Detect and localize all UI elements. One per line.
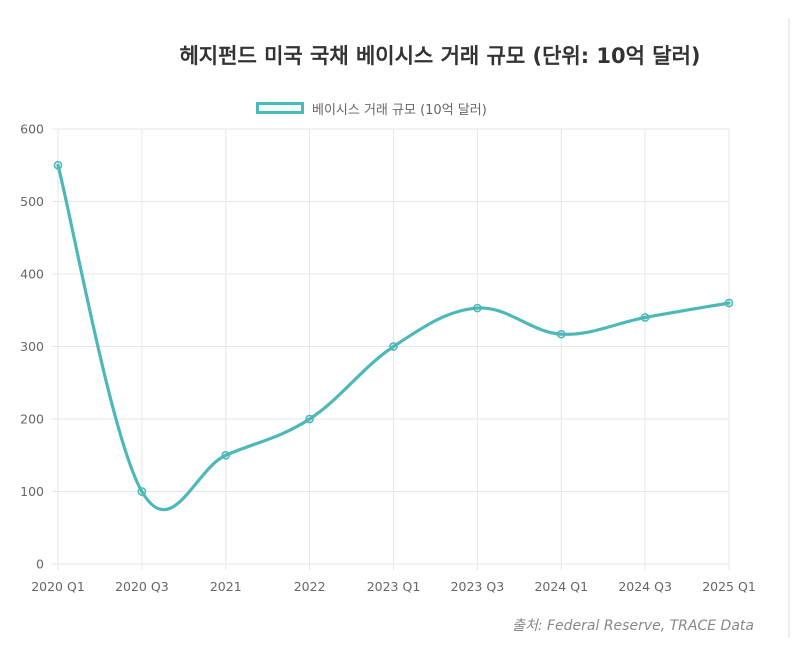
y-axis-ticks: 0 100 200 300 400 500 600 — [20, 122, 44, 572]
chart-title: 헤지펀드 미국 국채 베이시스 거래 규모 (단위: 10억 달러) — [179, 44, 701, 68]
source-note: 출처: Federal Reserve, TRACE Data — [512, 618, 754, 634]
x-tick-label: 2024 Q1 — [534, 579, 588, 594]
legend-swatch[interactable] — [256, 102, 304, 114]
y-tick-label: 600 — [20, 122, 44, 137]
x-tick-label: 2024 Q3 — [618, 579, 672, 594]
data-point[interactable] — [473, 303, 482, 313]
legend[interactable]: 베이시스 거래 규모 (10억 달러) — [256, 96, 487, 120]
series-layer — [53, 160, 734, 512]
y-tick-label: 100 — [20, 484, 44, 499]
data-point[interactable] — [137, 487, 147, 496]
series-line — [56, 163, 731, 512]
legend-label[interactable]: 베이시스 거래 규모 (10억 달러) — [312, 102, 487, 118]
data-point[interactable] — [305, 414, 314, 424]
x-tick-label: 2023 Q1 — [367, 579, 421, 594]
data-point[interactable] — [724, 298, 734, 308]
x-tick-label: 2023 Q3 — [451, 579, 505, 594]
y-tick-label: 200 — [20, 412, 44, 427]
y-tick-label: 400 — [20, 267, 44, 282]
x-tick-label: 2025 Q1 — [702, 579, 756, 594]
x-tick-label: 2021 — [210, 579, 242, 594]
data-point[interactable] — [389, 342, 398, 351]
y-tick-label: 0 — [36, 557, 44, 572]
data-point[interactable] — [640, 313, 650, 322]
chart-card: 헤지펀드 미국 국채 베이시스 거래 규모 (단위: 10억 달러) 베이시스 … — [20, 18, 790, 638]
y-tick-label: 300 — [20, 339, 44, 354]
y-tick-label: 500 — [20, 194, 44, 209]
x-tick-label: 2020 Q1 — [31, 579, 85, 594]
grid-lines — [52, 128, 730, 570]
x-tick-label: 2020 Q3 — [115, 579, 169, 594]
data-point[interactable] — [556, 329, 566, 339]
data-point[interactable] — [221, 450, 231, 460]
x-axis-ticks: 2020 Q1 2020 Q3 2021 2022 2023 Q1 2023 Q3 2024… — [31, 579, 756, 594]
card-edge — [788, 18, 790, 638]
x-tick-label: 2022 — [294, 579, 326, 594]
data-point[interactable] — [53, 160, 63, 170]
